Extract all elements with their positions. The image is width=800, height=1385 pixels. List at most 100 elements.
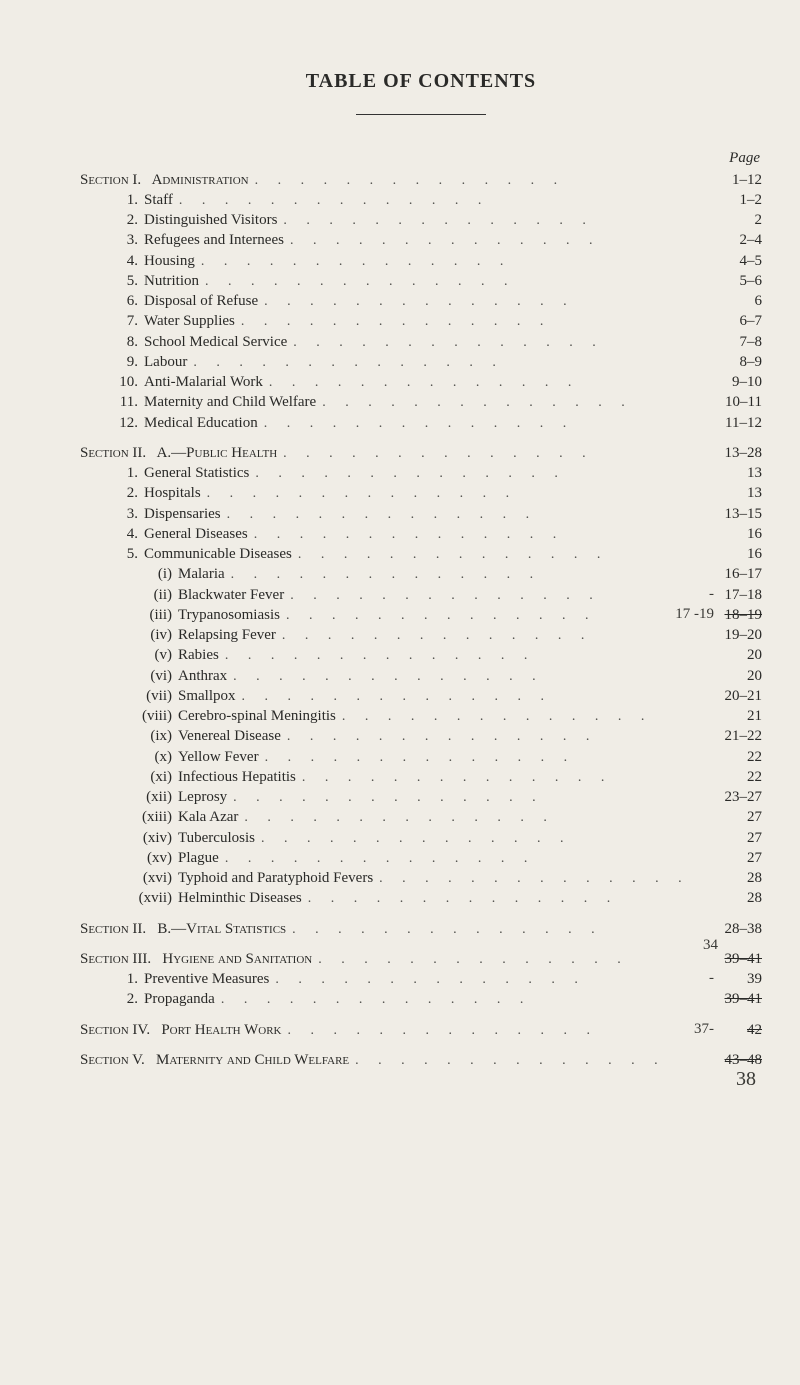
entry-page: 21–22 xyxy=(700,728,762,745)
toc-subitem: (xiv)Tuberculosis. . . . . . . . . . . .… xyxy=(80,830,762,847)
toc-subitem: (xv)Plague. . . . . . . . . . . . . .27 xyxy=(80,850,762,867)
toc-item: 2.Propaganda. . . . . . . . . . . . . .3… xyxy=(80,991,762,1008)
entry-number: (ii) xyxy=(80,587,178,604)
toc-item: 12.Medical Education. . . . . . . . . . … xyxy=(80,415,762,432)
leader-dots: . . . . . . . . . . . . . . xyxy=(225,567,700,583)
entry-label: Communicable Diseases xyxy=(144,546,292,563)
toc-item: 1.Preventive Measures. . . . . . . . . .… xyxy=(80,971,762,988)
entry-page: 13 xyxy=(700,465,762,482)
entry-number: (i) xyxy=(80,566,178,583)
leader-dots: . . . . . . . . . . . . . . xyxy=(284,588,700,604)
entry-label: Preventive Measures xyxy=(144,971,269,988)
entry-number: (v) xyxy=(80,647,178,664)
entry-label: Housing xyxy=(144,253,195,270)
leader-dots: . . . . . . . . . . . . . . xyxy=(195,254,700,270)
entry-page: 20–21 xyxy=(700,688,762,705)
entry-page: 27 xyxy=(700,850,762,867)
entry-number: 10. xyxy=(80,374,144,391)
entry-label: School Medical Service xyxy=(144,334,287,351)
entry-number: 2. xyxy=(80,991,144,1008)
entry-page: 8–9 xyxy=(700,354,762,371)
entry-number: (vi) xyxy=(80,668,178,685)
entry-number: 5. xyxy=(80,273,144,290)
toc-item: 8.School Medical Service. . . . . . . . … xyxy=(80,334,762,351)
entry-number: 1. xyxy=(80,971,144,988)
entry-label: Leprosy xyxy=(178,789,227,806)
entry-number: 4. xyxy=(80,526,144,543)
leader-dots: . . . . . . . . . . . . . . xyxy=(258,294,700,310)
toc-item: 3.Refugees and Internees. . . . . . . . … xyxy=(80,232,762,249)
leader-dots: . . . . . . . . . . . . . . xyxy=(280,608,700,624)
entry-number: 2. xyxy=(80,485,144,502)
leader-dots: . . . . . . . . . . . . . . xyxy=(235,314,700,330)
toc-item: 2.Hospitals. . . . . . . . . . . . . .13 xyxy=(80,485,762,502)
entry-page: 1–2 xyxy=(700,192,762,209)
entry-label: General Statistics xyxy=(144,465,249,482)
entry-label: Anthrax xyxy=(178,668,227,685)
toc-item: 1.Staff. . . . . . . . . . . . . .1–2 xyxy=(80,192,762,209)
entry-label: Section V. Maternity and Child Welfare xyxy=(80,1052,349,1069)
leader-dots: . . . . . . . . . . . . . . xyxy=(312,952,700,968)
leader-dots: . . . . . . . . . . . . . . xyxy=(269,972,700,988)
entry-page: 28 xyxy=(700,890,762,907)
toc-subitem: (iii)Trypanosomiasis. . . . . . . . . . … xyxy=(80,607,762,624)
leader-dots: . . . . . . . . . . . . . . xyxy=(281,729,700,745)
entry-label: Section II. B.—Vital Statistics xyxy=(80,921,286,938)
page-column-label: Page xyxy=(80,150,762,167)
leader-dots: . . . . . . . . . . . . . . xyxy=(238,810,700,826)
entry-number: (iv) xyxy=(80,627,178,644)
entry-page: 17–18- xyxy=(700,587,762,604)
entry-number: (xi) xyxy=(80,769,178,786)
entry-page: 4–5 xyxy=(700,253,762,270)
leader-dots: . . . . . . . . . . . . . . xyxy=(249,466,700,482)
entry-label: Section I. Administration xyxy=(80,172,249,189)
entry-label: Labour xyxy=(144,354,187,371)
entry-label: Rabies xyxy=(178,647,219,664)
entry-page: 2 xyxy=(700,212,762,229)
leader-dots: . . . . . . . . . . . . . . xyxy=(287,335,700,351)
leader-dots: . . . . . . . . . . . . . . xyxy=(277,213,700,229)
entry-page: 16–17 xyxy=(700,566,762,583)
entry-page: 6–7 xyxy=(700,313,762,330)
toc-subitem: (xii)Leprosy. . . . . . . . . . . . . .2… xyxy=(80,789,762,806)
entry-label: Blackwater Fever xyxy=(178,587,284,604)
leader-dots: . . . . . . . . . . . . . . xyxy=(277,446,700,462)
entry-page: 13–15 xyxy=(700,506,762,523)
leader-dots: . . . . . . . . . . . . . . xyxy=(255,831,700,847)
entry-label: Helminthic Diseases xyxy=(178,890,302,907)
leader-dots: . . . . . . . . . . . . . . xyxy=(199,274,700,290)
entry-label: Section IV. Port Health Work xyxy=(80,1022,281,1039)
entry-label: Refugees and Internees xyxy=(144,232,284,249)
entry-page: 2–4 xyxy=(700,232,762,249)
leader-dots: . . . . . . . . . . . . . . xyxy=(201,486,700,502)
leader-dots: . . . . . . . . . . . . . . xyxy=(373,871,700,887)
section-heading: Section V. Maternity and Child Welfare. … xyxy=(80,1052,762,1069)
leader-dots: . . . . . . . . . . . . . . xyxy=(249,173,700,189)
toc-subitem: (x)Yellow Fever. . . . . . . . . . . . .… xyxy=(80,749,762,766)
document-title: TABLE OF CONTENTS xyxy=(80,70,762,93)
entry-number: 2. xyxy=(80,212,144,229)
entry-label: Infectious Hepatitis xyxy=(178,769,296,786)
entry-page: 13 xyxy=(700,485,762,502)
entry-page: 28 xyxy=(700,870,762,887)
leader-dots: . . . . . . . . . . . . . . xyxy=(227,790,700,806)
entry-number: (xiv) xyxy=(80,830,178,847)
entry-page: 27 xyxy=(700,809,762,826)
entry-number: (xvi) xyxy=(80,870,178,887)
entry-number: (xiii) xyxy=(80,809,178,826)
entry-page: 4237- xyxy=(700,1022,762,1039)
toc-item: 3.Dispensaries. . . . . . . . . . . . . … xyxy=(80,506,762,523)
leader-dots: . . . . . . . . . . . . . . xyxy=(292,547,700,563)
entry-page: 39–4134 xyxy=(700,951,762,968)
entry-label: Malaria xyxy=(178,566,225,583)
section-heading: Section IV. Port Health Work. . . . . . … xyxy=(80,1022,762,1039)
toc-item: 9.Labour. . . . . . . . . . . . . .8–9 xyxy=(80,354,762,371)
entry-label: Smallpox xyxy=(178,688,236,705)
entry-page: 20 xyxy=(700,668,762,685)
handwritten-annotation: 38 xyxy=(736,1068,756,1091)
entry-page: 6 xyxy=(700,293,762,310)
entry-page: 23–27 xyxy=(700,789,762,806)
toc-item: 6.Disposal of Refuse. . . . . . . . . . … xyxy=(80,293,762,310)
toc-item: 5.Communicable Diseases. . . . . . . . .… xyxy=(80,546,762,563)
toc-item: 4.Housing. . . . . . . . . . . . . .4–5 xyxy=(80,253,762,270)
